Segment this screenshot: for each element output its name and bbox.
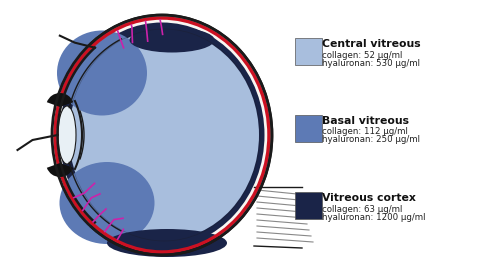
Ellipse shape [57, 30, 147, 116]
Text: Central vitreous: Central vitreous [322, 39, 420, 49]
Ellipse shape [69, 30, 259, 240]
FancyBboxPatch shape [295, 115, 322, 142]
Ellipse shape [130, 28, 214, 52]
Text: Vitreous cortex: Vitreous cortex [322, 193, 416, 203]
Text: collagen: 52 μg/ml: collagen: 52 μg/ml [322, 50, 402, 59]
Text: hyaluronan: 250 μg/ml: hyaluronan: 250 μg/ml [322, 136, 420, 145]
FancyBboxPatch shape [295, 38, 322, 65]
Text: Basal vitreous: Basal vitreous [322, 116, 409, 126]
Wedge shape [47, 93, 73, 107]
Ellipse shape [60, 23, 264, 247]
FancyBboxPatch shape [295, 192, 322, 219]
Text: hyaluronan: 530 μg/ml: hyaluronan: 530 μg/ml [322, 59, 420, 68]
Text: collagen: 63 μg/ml: collagen: 63 μg/ml [322, 205, 402, 213]
Ellipse shape [107, 229, 227, 257]
Text: hyaluronan: 1200 μg/ml: hyaluronan: 1200 μg/ml [322, 213, 426, 222]
Ellipse shape [58, 106, 76, 164]
Wedge shape [47, 163, 73, 177]
Text: collagen: 112 μg/ml: collagen: 112 μg/ml [322, 128, 408, 136]
Ellipse shape [52, 15, 272, 255]
Ellipse shape [60, 162, 154, 244]
